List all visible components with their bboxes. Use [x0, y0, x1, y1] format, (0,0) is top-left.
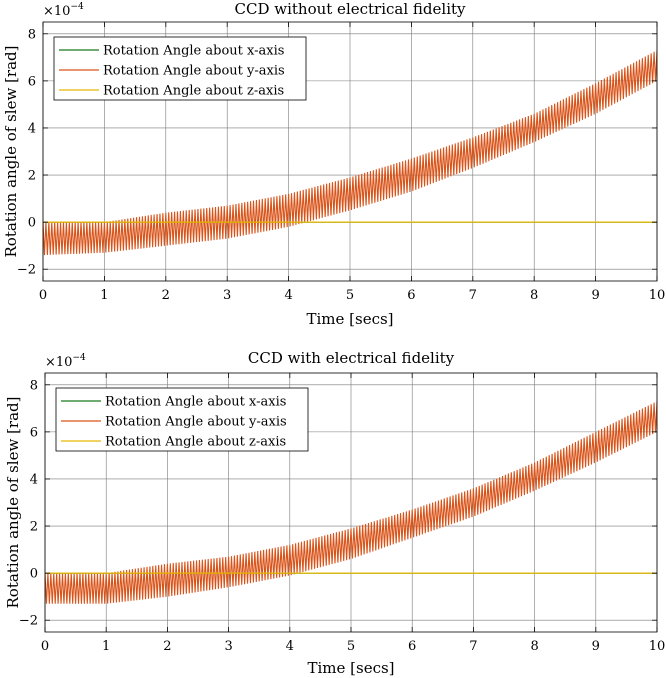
- x-tick-label: 10: [649, 288, 666, 303]
- x-tick-label: 0: [41, 639, 49, 654]
- x-tick-label: 6: [407, 288, 415, 303]
- y-tick-label: 2: [28, 169, 36, 184]
- y-axis-label: Rotation angle of slew [rad]: [2, 46, 20, 258]
- x-tick-label: 3: [223, 288, 231, 303]
- series-layer: [45, 401, 657, 604]
- series-line-y-axis: [45, 401, 657, 604]
- x-tick-label: 6: [408, 639, 416, 654]
- y-tick-label: 8: [30, 378, 38, 393]
- x-tick-label: 1: [102, 639, 110, 654]
- y-scale-multiplier: ×10−4: [43, 2, 84, 19]
- x-tick-label: 9: [591, 288, 599, 303]
- legend-label: Rotation Angle about z-axis: [105, 435, 286, 450]
- legend-label: Rotation Angle about x-axis: [103, 44, 284, 59]
- x-tick-label: 5: [346, 288, 354, 303]
- x-tick-label: 8: [530, 288, 538, 303]
- x-tick-label: 1: [100, 288, 108, 303]
- legend: Rotation Angle about x-axis Rotation Angl…: [55, 387, 309, 452]
- x-axis-label: Time [secs]: [307, 659, 394, 677]
- y-scale-multiplier: ×10−4: [45, 353, 86, 370]
- x-tick-label: 0: [39, 288, 47, 303]
- legend-label: Rotation Angle about x-axis: [105, 395, 286, 410]
- y-axis-label: Rotation angle of slew [rad]: [4, 397, 22, 609]
- y-tick-label: 4: [30, 472, 38, 487]
- y-tick-label: 6: [28, 74, 36, 89]
- x-tick-label: 4: [286, 639, 294, 654]
- y-tick-label: −2: [17, 263, 36, 278]
- x-tick-label: 9: [592, 639, 600, 654]
- x-tick-label: 4: [284, 288, 292, 303]
- x-tick-label: 5: [347, 639, 355, 654]
- x-tick-label: 7: [469, 288, 477, 303]
- legend-label: Rotation Angle about y-axis: [103, 64, 285, 79]
- legend: Rotation Angle about x-axis Rotation Angl…: [53, 36, 307, 101]
- y-tick-label: 2: [30, 520, 38, 535]
- chart-title: CCD with electrical fidelity: [248, 349, 455, 367]
- x-tick-label: 2: [163, 639, 171, 654]
- legend-label: Rotation Angle about y-axis: [105, 415, 287, 430]
- y-tick-label: 0: [30, 567, 38, 582]
- series-line-y-axis: [43, 50, 657, 256]
- legend-label: Rotation Angle about z-axis: [103, 84, 284, 99]
- chart-title: CCD without electrical fidelity: [235, 0, 467, 18]
- x-tick-label: 2: [162, 288, 170, 303]
- y-tick-label: 0: [28, 216, 36, 231]
- y-tick-label: 8: [28, 27, 36, 42]
- x-axis-label: Time [secs]: [306, 310, 393, 328]
- y-tick-label: −2: [19, 614, 38, 629]
- x-tick-label: 3: [224, 639, 232, 654]
- y-tick-label: 6: [30, 425, 38, 440]
- y-tick-label: 4: [28, 121, 36, 136]
- x-tick-label: 10: [649, 639, 666, 654]
- series-layer: [43, 50, 657, 256]
- x-tick-label: 7: [469, 639, 477, 654]
- x-tick-label: 8: [530, 639, 538, 654]
